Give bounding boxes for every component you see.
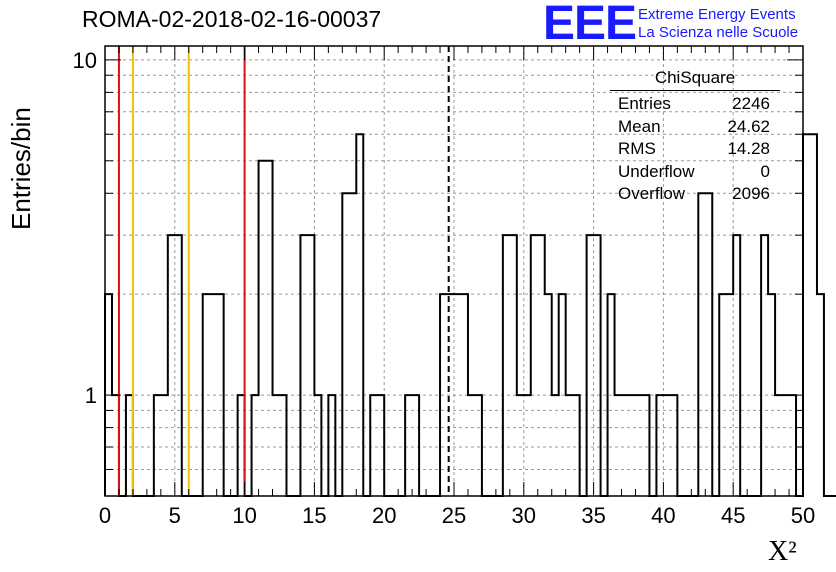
- x-tick-label: 15: [302, 503, 326, 528]
- x-tick-label: 50: [791, 503, 815, 528]
- x-tick-label: 45: [721, 503, 745, 528]
- x-tick-label: 10: [232, 503, 256, 528]
- histogram-series: [104, 133, 836, 497]
- stats-row-entries: Entries 2246: [610, 93, 780, 116]
- x-tick-label: 5: [169, 503, 181, 528]
- stats-box: ChiSquare Entries 2246 Mean 24.62 RMS 14…: [610, 68, 780, 206]
- x-tick-label: 35: [581, 503, 605, 528]
- y-axis-label: Entries/bin: [6, 107, 36, 230]
- stats-label: Overflow: [618, 184, 686, 203]
- logo-line-2: La Scienza nelle Scuole: [638, 24, 799, 41]
- stats-row-overflow: Overflow 2096: [610, 183, 780, 206]
- stats-row-mean: Mean 24.62: [610, 116, 780, 139]
- stats-value: 24.62: [727, 116, 770, 136]
- x-tick-label: 30: [512, 503, 536, 528]
- y-tick-label: 1: [85, 383, 97, 408]
- y-tick-label: 10: [73, 48, 97, 73]
- logo-line-1: Extreme Energy Events: [638, 6, 796, 23]
- stats-label: Entries: [618, 94, 671, 113]
- stats-label: Mean: [618, 116, 661, 136]
- x-tick-label: 40: [651, 503, 675, 528]
- x-axis-label: X²: [768, 536, 797, 567]
- stats-title: ChiSquare: [610, 68, 780, 91]
- stats-value: 14.28: [727, 139, 770, 158]
- stats-label: RMS: [618, 139, 656, 158]
- x-tick-label: 0: [99, 503, 111, 528]
- x-tick-label: 20: [372, 503, 396, 528]
- x-tick-label: 25: [442, 503, 466, 528]
- stats-value: 2096: [732, 184, 770, 203]
- chart-title: ROMA-02-2018-02-16-00037: [82, 6, 382, 32]
- stats-value: 2246: [732, 94, 770, 113]
- stats-row-underflow: Underflow 0: [610, 161, 780, 184]
- stats-label: Underflow: [618, 161, 695, 181]
- stats-row-rms: RMS 14.28: [610, 138, 780, 161]
- stats-value: 0: [760, 161, 770, 181]
- eee-logo: EEE: [543, 0, 637, 50]
